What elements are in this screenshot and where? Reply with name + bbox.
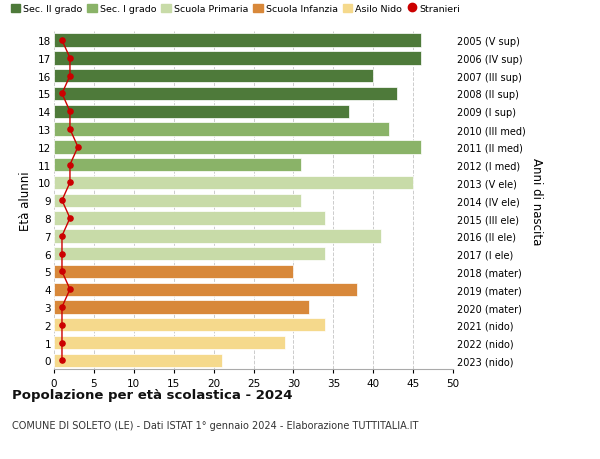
Y-axis label: Anni di nascita: Anni di nascita <box>530 157 542 244</box>
Point <box>65 126 75 134</box>
Point <box>57 233 67 240</box>
Bar <box>54 88 397 101</box>
Text: Popolazione per età scolastica - 2024: Popolazione per età scolastica - 2024 <box>12 388 293 401</box>
Point <box>57 268 67 275</box>
Bar <box>54 230 381 243</box>
Point <box>65 215 75 222</box>
Bar <box>54 283 357 296</box>
Point <box>57 37 67 45</box>
Y-axis label: Età alunni: Età alunni <box>19 171 32 230</box>
Bar <box>54 212 325 225</box>
Bar <box>54 70 373 83</box>
Bar <box>54 247 325 261</box>
Bar <box>54 34 421 48</box>
Bar <box>54 106 349 119</box>
Bar <box>54 141 421 154</box>
Point <box>73 144 83 151</box>
Legend: Sec. II grado, Sec. I grado, Scuola Primaria, Scuola Infanzia, Asilo Nido, Stran: Sec. II grado, Sec. I grado, Scuola Prim… <box>11 5 461 14</box>
Point <box>65 73 75 80</box>
Point <box>65 162 75 169</box>
Bar <box>54 319 325 332</box>
Point <box>57 339 67 347</box>
Point <box>57 197 67 205</box>
Bar <box>54 176 413 190</box>
Bar <box>54 265 293 279</box>
Bar <box>54 336 286 349</box>
Point <box>65 55 75 62</box>
Text: COMUNE DI SOLETO (LE) - Dati ISTAT 1° gennaio 2024 - Elaborazione TUTTITALIA.IT: COMUNE DI SOLETO (LE) - Dati ISTAT 1° ge… <box>12 420 418 430</box>
Point <box>57 304 67 311</box>
Point <box>57 321 67 329</box>
Bar <box>54 123 389 136</box>
Point <box>57 251 67 258</box>
Point <box>57 357 67 364</box>
Point <box>65 179 75 187</box>
Point <box>65 286 75 293</box>
Point <box>65 108 75 116</box>
Point <box>57 90 67 98</box>
Bar <box>54 159 301 172</box>
Bar <box>54 194 301 207</box>
Bar <box>54 354 221 367</box>
Bar <box>54 301 310 314</box>
Bar <box>54 52 421 66</box>
